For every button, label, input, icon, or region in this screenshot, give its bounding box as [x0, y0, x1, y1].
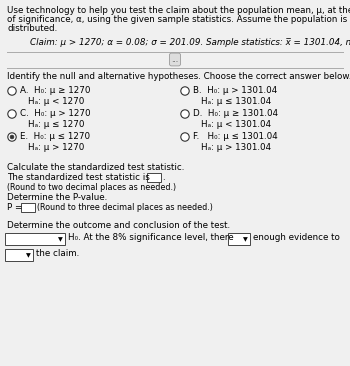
Text: Use technology to help you test the claim about the population mean, μ, at the g: Use technology to help you test the clai…: [7, 6, 350, 15]
Text: ▼: ▼: [58, 238, 63, 243]
Text: Hₐ: μ > 1270: Hₐ: μ > 1270: [28, 143, 84, 152]
Text: distributed.: distributed.: [7, 24, 57, 33]
Text: enough evidence to: enough evidence to: [253, 233, 340, 242]
FancyBboxPatch shape: [228, 233, 250, 245]
Text: Hₐ: μ < 1301.04: Hₐ: μ < 1301.04: [201, 120, 271, 129]
Text: H₀. At the 8% significance level, there: H₀. At the 8% significance level, there: [68, 233, 234, 242]
Text: B.  H₀: μ > 1301.04: B. H₀: μ > 1301.04: [193, 86, 277, 95]
Circle shape: [181, 87, 189, 95]
Text: The standardized test statistic is: The standardized test statistic is: [7, 173, 150, 182]
Text: Claim: μ > 1270; α = 0.08; σ = 201.09. Sample statistics: x̅ = 1301.04, n = 275: Claim: μ > 1270; α = 0.08; σ = 201.09. S…: [30, 38, 350, 47]
Text: F.   H₀: μ ≤ 1301.04: F. H₀: μ ≤ 1301.04: [193, 132, 278, 141]
Circle shape: [181, 110, 189, 118]
Text: Calculate the standardized test statistic.: Calculate the standardized test statisti…: [7, 163, 184, 172]
Text: Determine the outcome and conclusion of the test.: Determine the outcome and conclusion of …: [7, 221, 230, 230]
Text: ...: ...: [172, 55, 178, 64]
Text: .: .: [162, 173, 164, 182]
Text: the claim.: the claim.: [36, 249, 79, 258]
Circle shape: [181, 133, 189, 141]
Circle shape: [10, 135, 14, 139]
Text: Hₐ: μ ≤ 1301.04: Hₐ: μ ≤ 1301.04: [201, 97, 271, 106]
FancyBboxPatch shape: [147, 173, 161, 182]
Text: A.  H₀: μ ≥ 1270: A. H₀: μ ≥ 1270: [20, 86, 91, 95]
Text: Identify the null and alternative hypotheses. Choose the correct answer below.: Identify the null and alternative hypoth…: [7, 72, 350, 81]
FancyBboxPatch shape: [5, 249, 33, 261]
Text: Hₐ: μ ≤ 1270: Hₐ: μ ≤ 1270: [28, 120, 84, 129]
Text: Hₐ: μ > 1301.04: Hₐ: μ > 1301.04: [201, 143, 271, 152]
FancyBboxPatch shape: [21, 203, 35, 212]
Text: C.  H₀: μ > 1270: C. H₀: μ > 1270: [20, 109, 91, 118]
Text: (Round to two decimal places as needed.): (Round to two decimal places as needed.): [7, 183, 176, 192]
Circle shape: [8, 133, 16, 141]
Text: ▼: ▼: [26, 254, 31, 258]
Circle shape: [8, 87, 16, 95]
Text: P =: P =: [7, 203, 22, 212]
Text: of significance, α, using the given sample statistics. Assume the population is : of significance, α, using the given samp…: [7, 15, 350, 24]
Text: D.  H₀: μ ≥ 1301.04: D. H₀: μ ≥ 1301.04: [193, 109, 278, 118]
Text: E.  H₀: μ ≤ 1270: E. H₀: μ ≤ 1270: [20, 132, 90, 141]
Text: Determine the P-value.: Determine the P-value.: [7, 193, 107, 202]
Circle shape: [8, 110, 16, 118]
Text: (Round to three decimal places as needed.): (Round to three decimal places as needed…: [37, 203, 213, 212]
FancyBboxPatch shape: [5, 233, 65, 245]
Text: ▼: ▼: [243, 238, 248, 243]
Text: Hₐ: μ < 1270: Hₐ: μ < 1270: [28, 97, 84, 106]
